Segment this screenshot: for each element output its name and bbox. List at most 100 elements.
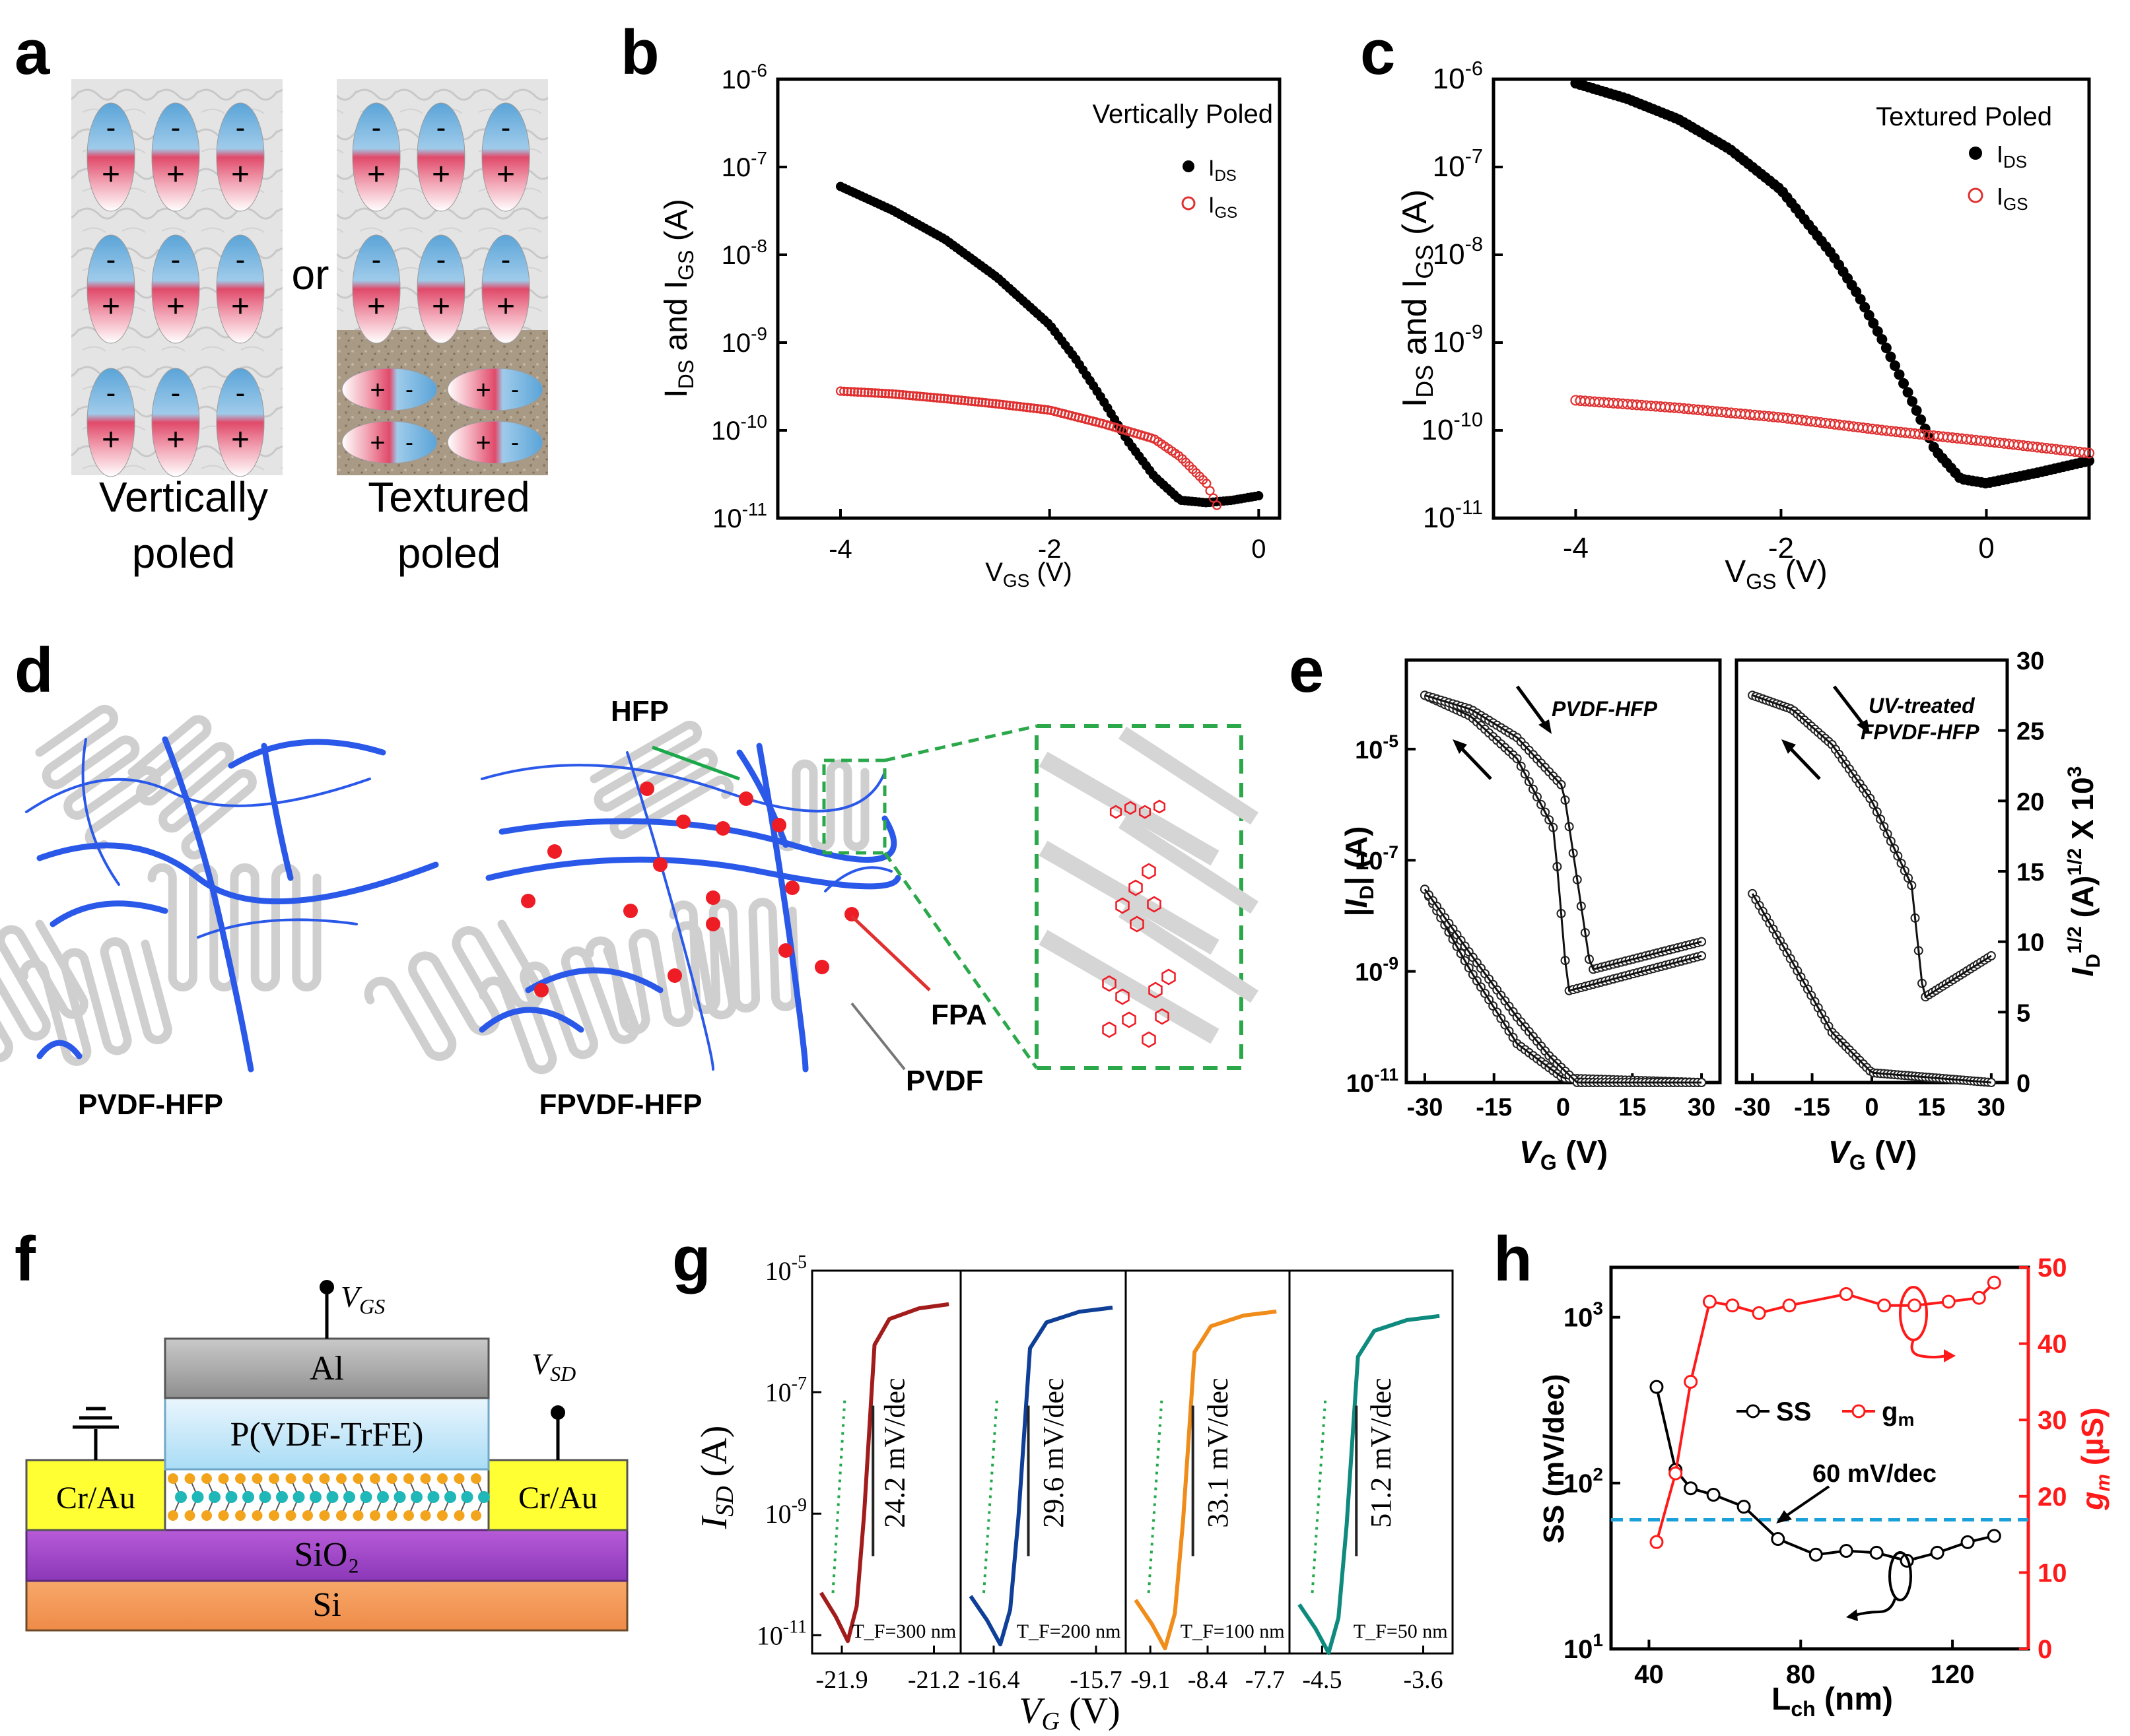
ytick-label-c-5: 10-6 — [1433, 57, 1483, 95]
tf-label-g-1: T_F=200 nm — [1017, 1620, 1121, 1642]
point-b-igs-30 — [939, 393, 949, 403]
point-h-0-7 — [1839, 1544, 1853, 1558]
point-b-igs-15 — [887, 389, 897, 399]
left-chain-2 — [162, 736, 254, 1073]
fpa-ring-1-1 — [1124, 801, 1137, 815]
data-b — [835, 182, 1264, 510]
ylabel-e-left: |ID| (A) — [1339, 826, 1378, 917]
dipole-plus-1: + — [166, 157, 185, 192]
ylabel-h-right: gm (µS) — [2075, 1407, 2114, 1510]
mo-atom-2 — [209, 1491, 221, 1503]
inset-band-0 — [1039, 751, 1220, 866]
xtick-label-g-3-0: -4.5 — [1302, 1666, 1342, 1694]
label-sio2: SiO₂ — [294, 1536, 359, 1574]
fpa-dot-1 — [676, 815, 691, 829]
curve-e-l-2 — [1424, 694, 1702, 992]
fpa-ring-2-3 — [1147, 896, 1161, 913]
line-h-1 — [1655, 1281, 1995, 1543]
zoom-line-bottom — [883, 851, 1039, 1069]
curve-e-l-1 — [1424, 888, 1702, 1084]
legend-marker-igs-b — [1181, 196, 1196, 211]
point-b-igs-38 — [967, 396, 977, 407]
fpa-dot-16 — [815, 960, 829, 974]
ytick-label-g-1: 10-9 — [765, 1495, 807, 1529]
left-chain-8 — [228, 739, 386, 769]
curve-e-r-0 — [1751, 893, 1992, 1084]
legend-marker-igs-c — [1968, 187, 1983, 203]
panel-f: f Al P(VDF-TrFE) Cr/Au Cr/Au SiO₂ Si VGS… — [15, 1224, 629, 1632]
dipole-plus-t3: + — [367, 289, 386, 324]
label-dielectric: P(VDF-TrFE) — [230, 1416, 424, 1453]
legend-marker-ss — [1746, 1404, 1760, 1419]
point-b-igs-51 — [1012, 401, 1021, 411]
fpa-ring-3-7 — [1142, 1031, 1156, 1048]
gm-axis-arrowhead — [1944, 1349, 1956, 1362]
fpa-ring-1-2 — [1138, 805, 1151, 819]
legend-igs-c: IGS — [1997, 183, 2028, 214]
lamella-3 — [0, 919, 88, 1085]
xtick-label-c-2: 0 — [1978, 532, 1994, 564]
label-fpvdf-hfp: FPVDF-HFP — [539, 1088, 703, 1121]
ytick-label-g-3: 10-5 — [765, 1252, 807, 1286]
fpvdf-hfp-diagram — [364, 720, 901, 1075]
legend-title-b: Vertically Poled — [1093, 100, 1273, 129]
dipole-h-plus-3: + — [475, 428, 491, 457]
point-b-igs-32 — [946, 394, 956, 404]
left-chain-1 — [36, 842, 439, 905]
dipole-plus-t4: + — [432, 289, 450, 324]
gate-terminal — [320, 1280, 334, 1294]
s-atom-bot-14 — [403, 1510, 414, 1521]
point-b-igs-8 — [863, 387, 873, 397]
ytick-label-b-2: 10-9 — [722, 323, 767, 358]
xtick-label-e-l-4: 30 — [1688, 1094, 1715, 1121]
dipole-h-minus-0: - — [405, 376, 413, 403]
label-vsd: VSD — [532, 1347, 576, 1385]
hfp-pointer — [652, 745, 740, 781]
point-c-ids-68 — [1863, 310, 1874, 321]
or-text: or — [292, 251, 329, 298]
point-b-igs-28 — [932, 393, 942, 403]
point-h-1-12 — [1987, 1275, 2001, 1290]
point-b-igs-0 — [835, 386, 846, 396]
s-atom-top-4 — [235, 1473, 246, 1484]
s-atom-bot-9 — [319, 1510, 330, 1521]
point-b-igs-56 — [1029, 403, 1039, 413]
annot-arrowhead-h — [1776, 1510, 1792, 1523]
mo-atom-4 — [242, 1491, 254, 1503]
dipole-minus-7: - — [171, 377, 181, 409]
inset-band-2 — [1039, 929, 1220, 1044]
s-atom-top-17 — [454, 1473, 465, 1484]
point-b-igs-36 — [960, 395, 970, 406]
point-c-igs-109 — [2083, 448, 2095, 459]
point-b-igs-4 — [849, 387, 860, 397]
s-atom-top-13 — [386, 1473, 397, 1484]
panel-label-g: g — [672, 1224, 711, 1294]
s-atom-bot-8 — [302, 1510, 313, 1521]
dielectric-layer — [164, 1397, 490, 1471]
s-atom-top-16 — [437, 1473, 448, 1484]
fpa-pointer — [850, 915, 931, 991]
y2tick-label-e-4: 20 — [2016, 788, 2044, 816]
point-b-igs-26 — [925, 392, 936, 402]
lamella-2 — [127, 715, 257, 860]
mo-atom-16 — [444, 1491, 456, 1503]
lamella-1 — [35, 704, 161, 851]
point-b-igs-40 — [974, 397, 984, 407]
mo-atom-3 — [225, 1491, 238, 1503]
fpa-ring-2-2 — [1115, 897, 1130, 914]
mid-chain-3 — [626, 751, 714, 1071]
point-c-ids-77 — [1902, 387, 1913, 398]
dipole-t2 — [481, 102, 530, 212]
fpa-ring-3-2 — [1148, 982, 1163, 999]
point-b-igs-46 — [994, 399, 1004, 409]
y2tick-label-e-2: 10 — [2016, 929, 2044, 957]
s-atom-top-6 — [269, 1473, 279, 1484]
mo-atom-17 — [461, 1491, 473, 1503]
fl-lamella-3 — [478, 946, 640, 1075]
pvdf-pointer — [850, 1002, 906, 1071]
point-b-igs-29 — [936, 393, 945, 403]
curve-g-0 — [819, 1302, 949, 1644]
dipole-minus-t5: - — [501, 244, 511, 276]
panel-d: d PVDF-HFP FPVDF-HFP HFP FPA PVDF — [0, 635, 1258, 1121]
